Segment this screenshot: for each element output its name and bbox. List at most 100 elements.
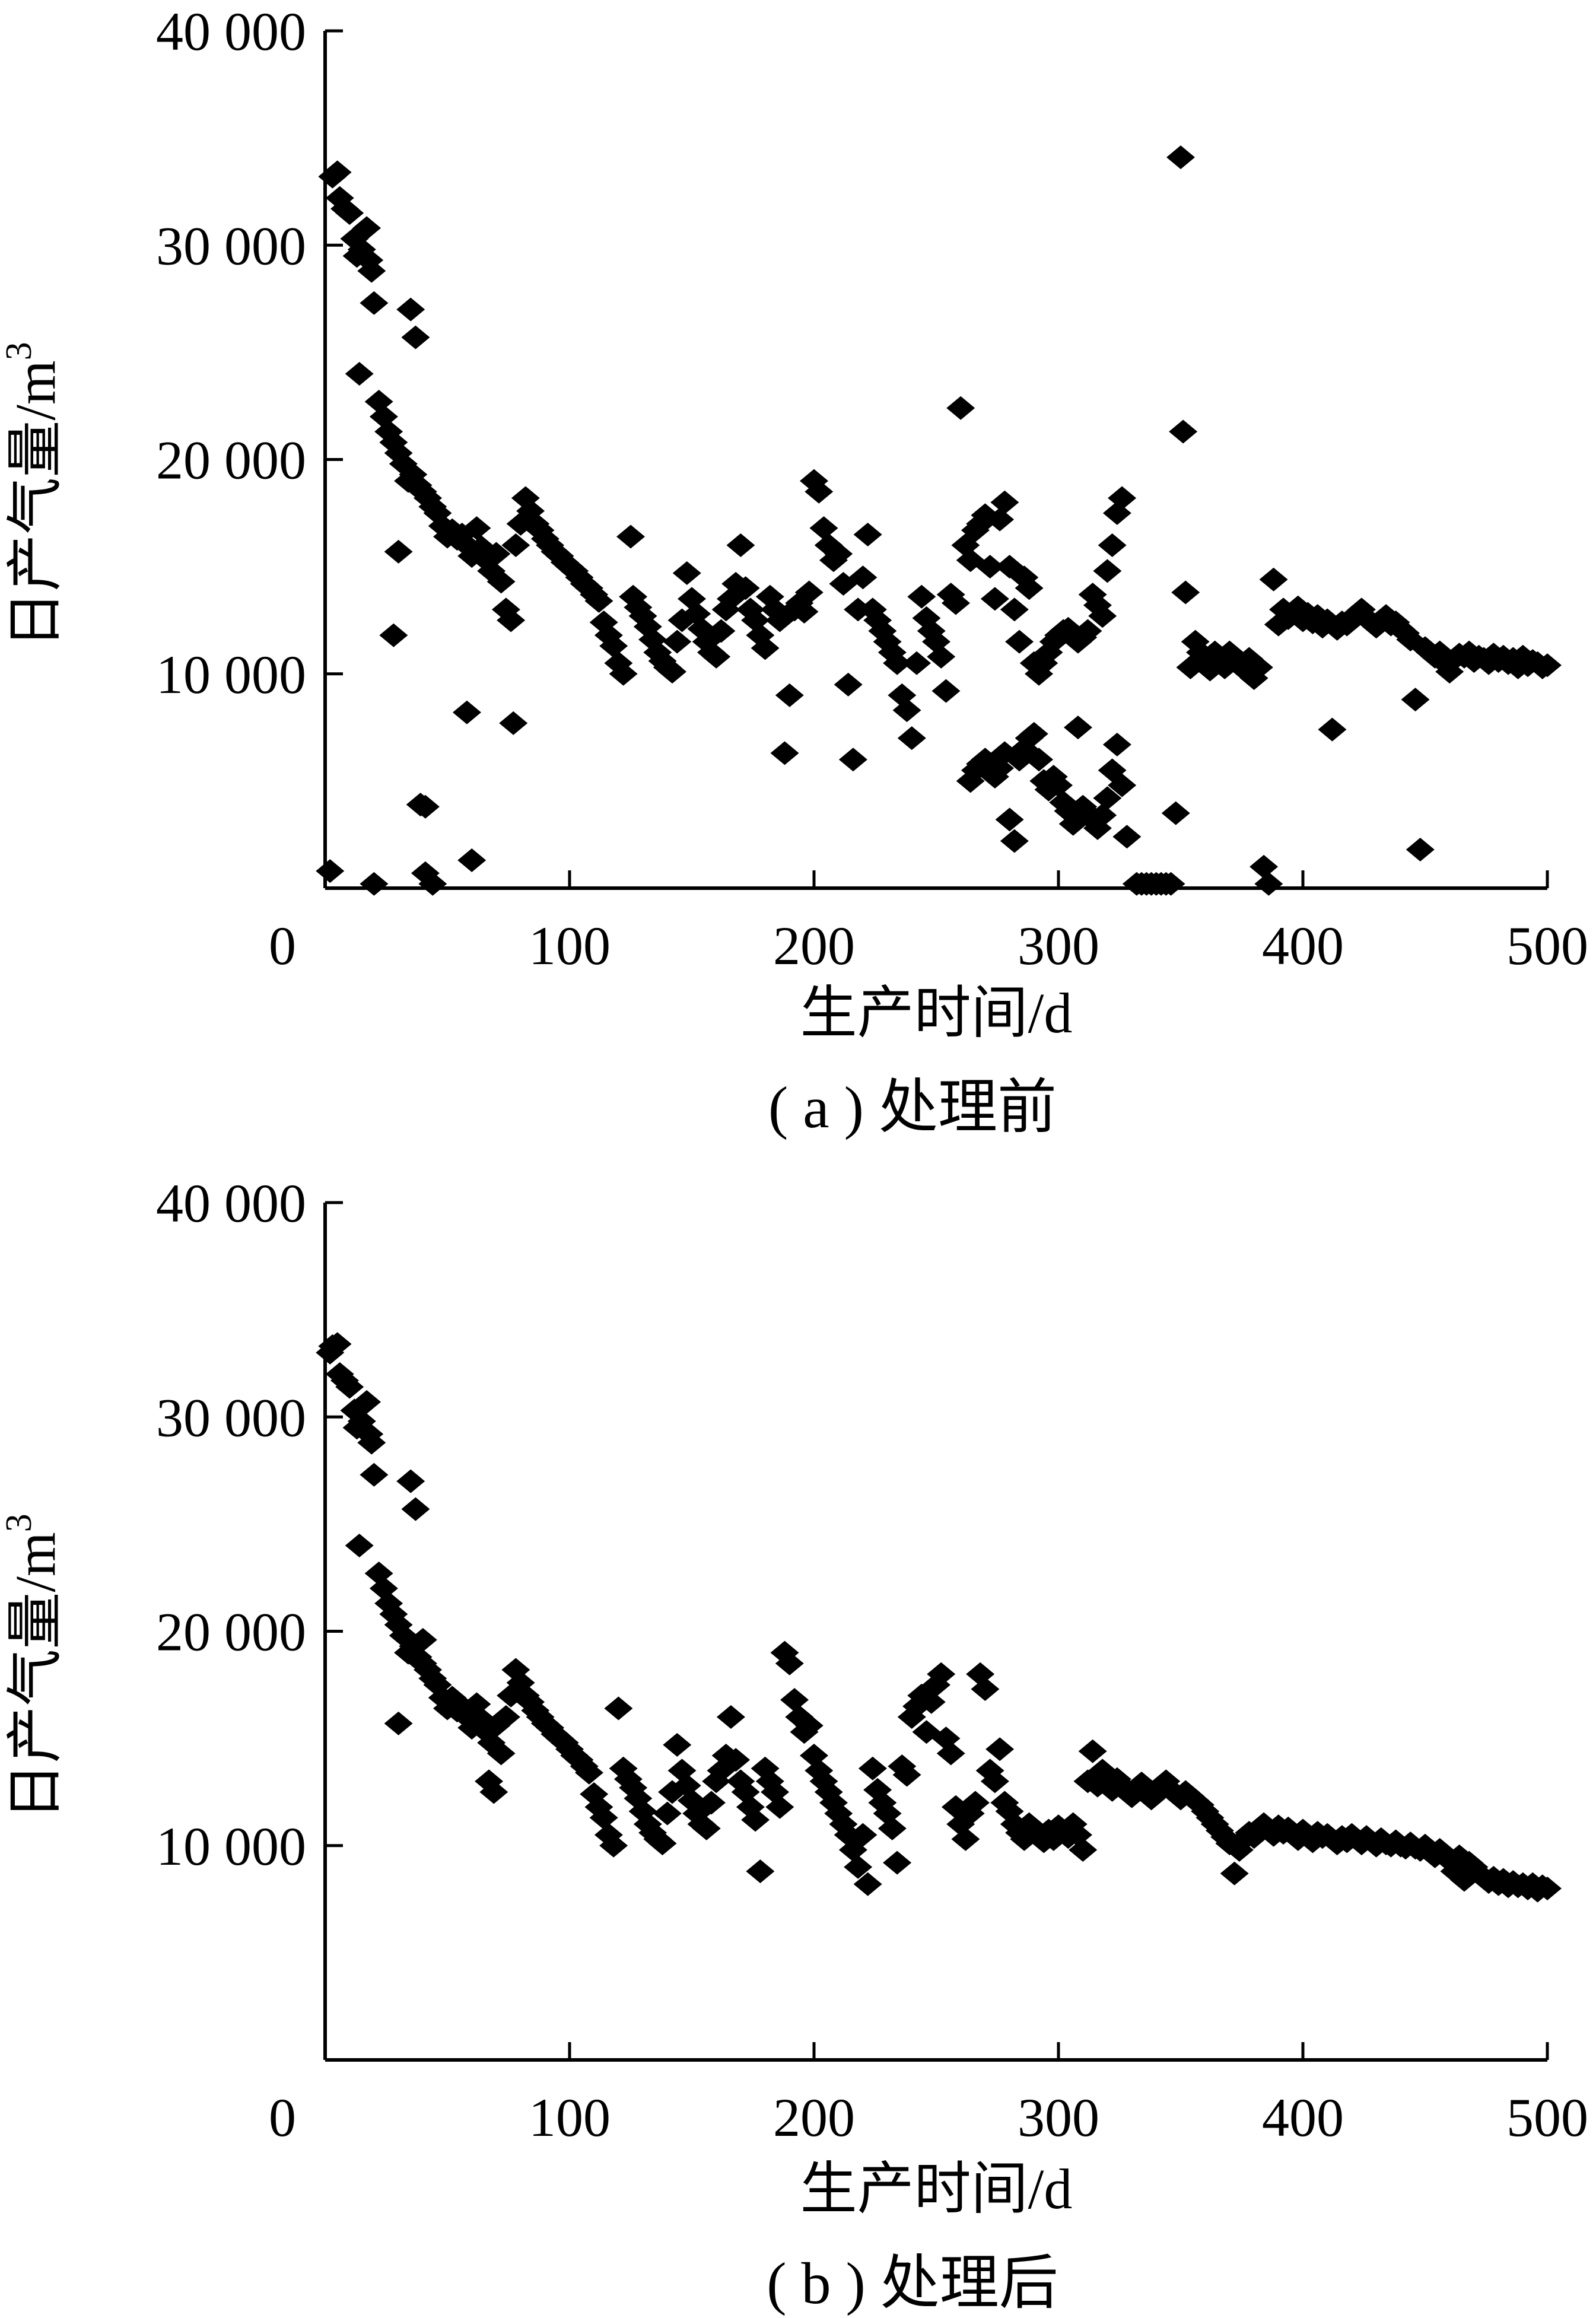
data-point (1533, 653, 1562, 678)
data-point (401, 1497, 430, 1521)
data-point (726, 533, 755, 557)
x-axis-title: 生产时间/d (800, 981, 1073, 1045)
data-point (746, 1859, 775, 1884)
data-point (1156, 872, 1185, 896)
y-axis-title-text: 日产气量/m (4, 360, 67, 648)
data-point (335, 201, 364, 225)
data-point (697, 1791, 726, 1815)
x-tick-label: 200 (773, 2087, 855, 2148)
data-point (721, 1748, 751, 1772)
data-point (360, 1462, 389, 1487)
data-point (357, 259, 386, 283)
data-point (352, 1389, 381, 1414)
data-point (931, 679, 961, 703)
x-tick-label: 400 (1262, 2087, 1344, 2148)
data-point (672, 561, 701, 585)
y-tick-label: 30 000 (156, 1387, 306, 1448)
data-point (1250, 854, 1279, 879)
data-point (599, 1833, 628, 1858)
panel-caption: ( b ) 处理后 (767, 2250, 1058, 2316)
x-tick-label: 100 (529, 915, 611, 976)
data-point (479, 1780, 508, 1804)
data-point (438, 1686, 467, 1710)
data-point (741, 1808, 770, 1832)
y-tick-label: 10 000 (156, 644, 306, 705)
data-point (452, 700, 481, 724)
data-point (316, 859, 345, 883)
data-point (396, 1469, 425, 1493)
data-point (878, 1816, 907, 1840)
data-point (1069, 1837, 1098, 1862)
y-tick-label: 10 000 (156, 1816, 306, 1877)
data-point (805, 479, 834, 504)
data-point (491, 1705, 520, 1729)
data-point (574, 1760, 603, 1785)
data-point (323, 1332, 352, 1356)
chart-panel-a: 10 000 20 000 30 000 40 000 0 100 200 300 400 500… (0, 1, 1588, 1140)
y-axis-title-text: 日产气量/m (4, 1532, 67, 1820)
data-point (1088, 604, 1117, 628)
data-point (975, 555, 1004, 579)
data-point (1244, 655, 1273, 679)
x-tick-label: 300 (1018, 2087, 1099, 2148)
y-tick-label: 20 000 (156, 1602, 306, 1662)
data-point (716, 1705, 745, 1729)
x-tick-label: 500 (1506, 2087, 1588, 2148)
data-point (1073, 619, 1102, 643)
data-point (1318, 717, 1347, 742)
data-point (384, 539, 413, 564)
y-axis-title: 日产气量/m3 (0, 342, 67, 648)
data-point (352, 216, 381, 240)
data-point (770, 741, 799, 765)
data-point (794, 580, 824, 605)
data-point (1000, 829, 1029, 853)
data-point (1254, 872, 1283, 896)
data-point (360, 872, 389, 896)
data-point (780, 1688, 809, 1712)
y-tick-label: 30 000 (156, 215, 306, 276)
data-point (653, 1801, 682, 1826)
data-point (497, 608, 526, 632)
data-point (609, 662, 638, 686)
data-point (883, 651, 912, 675)
data-point (838, 748, 867, 772)
data-point (1025, 748, 1054, 772)
data-point (1161, 801, 1190, 825)
data-point (1015, 576, 1044, 600)
y-tick-label: 20 000 (156, 430, 306, 491)
data-point (692, 1816, 721, 1840)
data-point (941, 591, 970, 615)
data-point (702, 644, 731, 669)
data-point (401, 325, 430, 349)
chart-panel-b: 10 000 20 000 30 000 40 000 0 100 200 300 400 500… (0, 1173, 1588, 2316)
data-point (345, 1534, 374, 1557)
x-tick-label: 500 (1506, 915, 1588, 976)
data-point (848, 1823, 878, 1847)
panel-caption: ( a ) 处理前 (768, 1074, 1057, 1140)
x-tick-label: 400 (1262, 915, 1344, 976)
data-point (961, 1791, 990, 1815)
y-tick-label: 40 000 (156, 1173, 306, 1233)
data-point (1093, 559, 1122, 583)
data-point (589, 610, 618, 635)
data-point (1005, 629, 1034, 654)
data-point (853, 522, 882, 546)
data-point (1098, 533, 1127, 557)
data-point (1000, 597, 1029, 622)
data-point (604, 1696, 633, 1721)
data-point (790, 599, 819, 624)
data-point (858, 1756, 887, 1780)
data-point (853, 1872, 882, 1896)
data-point (1169, 419, 1198, 444)
data-point (897, 726, 926, 751)
data-point (1220, 1861, 1249, 1885)
data-point (731, 576, 760, 600)
data-point (765, 1795, 794, 1819)
data-point (408, 1627, 437, 1652)
data-point (848, 565, 878, 590)
data-point (775, 683, 804, 707)
data-point (951, 1827, 980, 1851)
data-point (1401, 688, 1430, 712)
data-point (927, 644, 956, 669)
data-point (794, 1713, 824, 1738)
